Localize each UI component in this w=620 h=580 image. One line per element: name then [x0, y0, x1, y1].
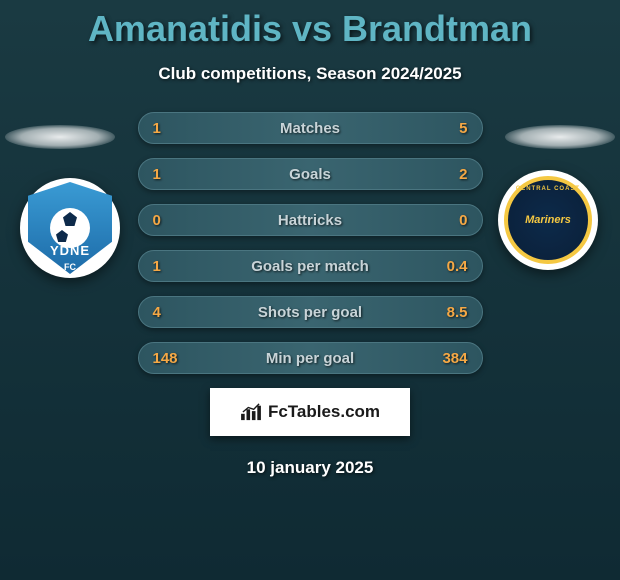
- stat-label: Shots per goal: [139, 304, 482, 321]
- stat-row: 0 Hattricks 0: [138, 204, 483, 236]
- stat-value-right: 5: [459, 120, 467, 137]
- stat-value-left: 1: [153, 120, 161, 137]
- stat-label: Min per goal: [139, 350, 482, 367]
- club-name-right: Mariners: [525, 215, 571, 226]
- club-arc-right: CENTRAL COAST: [508, 186, 588, 192]
- ring-icon: CENTRAL COAST Mariners: [504, 176, 592, 264]
- stat-row: 1 Matches 5: [138, 112, 483, 144]
- comparison-card: Amanatidis vs Brandtman Club competition…: [0, 0, 620, 580]
- date: 10 january 2025: [0, 458, 620, 478]
- stat-label: Hattricks: [139, 212, 482, 229]
- stat-value-right: 384: [442, 350, 467, 367]
- club-suffix-left: FC: [64, 262, 76, 272]
- glow-ellipse-right: [505, 125, 615, 149]
- stat-value-left: 1: [153, 166, 161, 183]
- club-badge-right: CENTRAL COAST Mariners: [498, 170, 598, 270]
- stat-value-left: 4: [153, 304, 161, 321]
- stat-value-right: 2: [459, 166, 467, 183]
- stat-label: Goals per match: [139, 258, 482, 275]
- stats-table: 1 Matches 5 1 Goals 2 0 Hattricks 0 1 Go…: [138, 112, 483, 374]
- brand-text: FcTables.com: [268, 402, 380, 422]
- stat-value-left: 148: [153, 350, 178, 367]
- chart-icon: [240, 403, 262, 421]
- page-title: Amanatidis vs Brandtman: [0, 8, 620, 50]
- shield-icon: YDNE FC: [28, 182, 112, 274]
- stat-label: Matches: [139, 120, 482, 137]
- stat-label: Goals: [139, 166, 482, 183]
- glow-ellipse-left: [5, 125, 115, 149]
- stat-value-left: 1: [153, 258, 161, 275]
- brand-box: FcTables.com: [210, 388, 410, 436]
- stat-value-left: 0: [153, 212, 161, 229]
- stat-row: 4 Shots per goal 8.5: [138, 296, 483, 328]
- stat-value-right: 8.5: [447, 304, 468, 321]
- stat-value-right: 0: [459, 212, 467, 229]
- page-subtitle: Club competitions, Season 2024/2025: [0, 64, 620, 84]
- stat-row: 1 Goals per match 0.4: [138, 250, 483, 282]
- soccer-ball-icon: [50, 208, 90, 248]
- stat-row: 1 Goals 2: [138, 158, 483, 190]
- stat-value-right: 0.4: [447, 258, 468, 275]
- stat-row: 148 Min per goal 384: [138, 342, 483, 374]
- club-badge-left: YDNE FC: [20, 178, 120, 278]
- club-short-left: YDNE: [50, 243, 90, 258]
